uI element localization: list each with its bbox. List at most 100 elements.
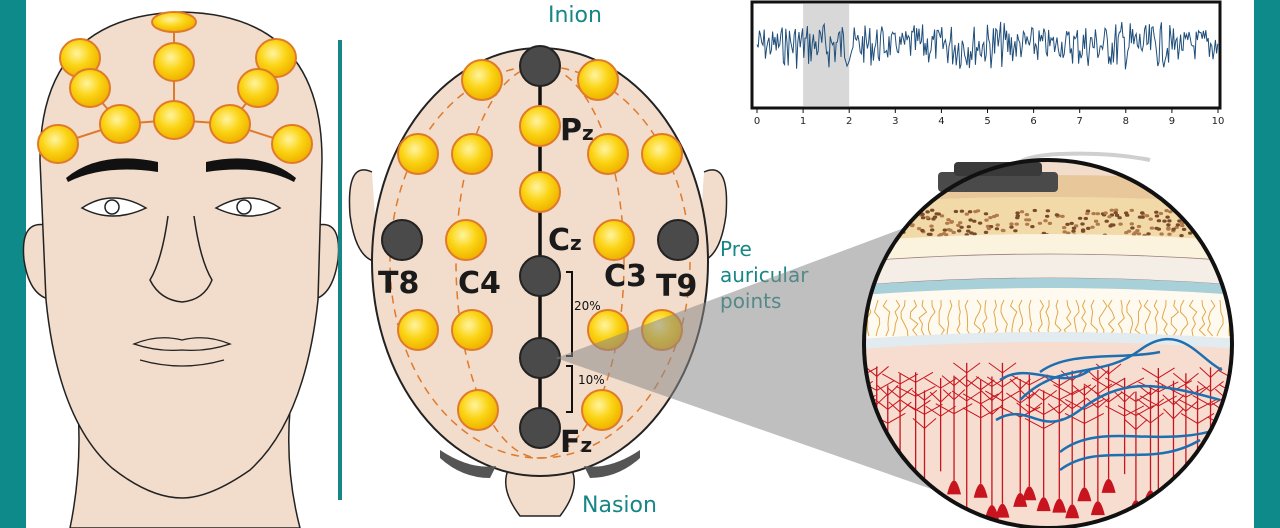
web-strand <box>1037 299 1045 337</box>
dendrite-branch <box>940 391 952 403</box>
dendrite-branch <box>1114 391 1125 403</box>
x-tick-label: 8 <box>1123 116 1129 127</box>
bone-speck <box>977 221 983 225</box>
bone-speck <box>1062 226 1067 230</box>
cz-label: Cz <box>548 223 582 258</box>
scalp-electrode <box>641 133 683 175</box>
bone-speck <box>886 213 891 218</box>
dendrite-branch <box>1236 398 1250 408</box>
bone-speck <box>930 228 935 232</box>
dendrite-branch <box>899 387 913 399</box>
bone-speck <box>1166 223 1171 227</box>
neuron-soma <box>1090 501 1105 516</box>
reference-electrode <box>519 407 561 449</box>
neuron-soma <box>1052 498 1067 513</box>
dendrite-branch <box>1185 386 1206 398</box>
bone-speck <box>1013 229 1018 233</box>
bone-speck <box>953 209 959 214</box>
bone-speck <box>889 220 894 224</box>
bone-speck <box>1015 211 1020 215</box>
bone-speck <box>1179 234 1184 238</box>
web-strand <box>1045 300 1050 337</box>
bone-speck <box>886 216 891 220</box>
dendrite-branch <box>1226 416 1232 428</box>
dendrite-branch <box>1018 388 1030 400</box>
web-strand <box>1000 299 1008 337</box>
dendrite-branch <box>912 417 925 429</box>
bone-speck <box>1095 212 1101 216</box>
bone-speck <box>1149 226 1155 230</box>
dendrite-branch <box>1178 399 1198 410</box>
dendrite-branch <box>954 376 968 388</box>
bone-speck <box>1166 227 1171 231</box>
bone-speck <box>1225 227 1230 231</box>
bone-speck <box>1205 214 1210 218</box>
bone-speck <box>951 230 956 235</box>
dendrite-branch <box>1185 372 1199 384</box>
bone-speck <box>910 223 915 227</box>
bone-speck <box>1077 216 1083 220</box>
bone-speck <box>967 210 973 214</box>
bone-speck <box>945 221 950 225</box>
dendrite-branch <box>1025 403 1044 415</box>
bone-speck <box>1140 211 1145 215</box>
pct-20-label: 20% <box>574 299 601 313</box>
bone-speck <box>1216 231 1221 235</box>
bone-speck <box>1154 214 1160 218</box>
bone-speck <box>874 218 879 222</box>
nasion-label: Nasion <box>582 493 657 518</box>
bone-speck <box>891 213 896 217</box>
dendrite-branch <box>953 389 966 401</box>
bone-speck <box>871 231 877 235</box>
dendrite-branch <box>962 407 981 419</box>
bone-speck <box>957 229 962 233</box>
dendrite-branch <box>1108 377 1126 389</box>
bone-speck <box>1131 232 1137 236</box>
web-strand <box>1117 299 1125 337</box>
bone-speck <box>1175 223 1181 227</box>
bone-speck <box>854 209 858 212</box>
dendrite-branch <box>1210 381 1224 392</box>
dendrite-branch <box>1108 391 1123 403</box>
dendrite-branch <box>1197 399 1217 410</box>
dendrite-branch <box>899 401 912 413</box>
bone-speck <box>1136 232 1142 236</box>
bone-speck <box>1107 215 1112 219</box>
dendrite-branch <box>924 417 937 429</box>
front-electrode <box>99 104 141 144</box>
dendrite-branch <box>1135 419 1148 430</box>
bone-speck <box>850 223 854 226</box>
dendrite-branch <box>924 377 941 389</box>
bone-speck <box>972 219 977 223</box>
bone-speck <box>901 211 906 215</box>
web-strand <box>1028 299 1036 337</box>
bone-speck <box>983 230 989 234</box>
inion-label: Inion <box>548 3 602 28</box>
dendrite-branch <box>895 385 916 397</box>
bone-speck <box>873 229 878 233</box>
front-electrode <box>209 104 251 144</box>
bone-speck <box>1228 223 1232 227</box>
dendrite-branch <box>1226 388 1232 400</box>
pct-10-label: 10% <box>578 373 605 387</box>
bone-speck <box>1045 214 1050 218</box>
bone-speck <box>972 232 977 236</box>
dendrite-branch <box>988 362 1003 374</box>
dendrite-branch <box>1097 369 1110 381</box>
bone-speck <box>1113 211 1118 215</box>
bone-speck <box>1210 227 1215 231</box>
scalp-electrode <box>519 171 561 213</box>
bone-speck <box>889 226 895 230</box>
dendrite-branch <box>953 375 967 387</box>
web-strand <box>928 299 936 337</box>
dendrite-branch <box>1197 381 1211 392</box>
bone-speck <box>871 231 876 235</box>
dendrite-branch <box>1197 413 1215 424</box>
dendrite-branch <box>1010 374 1030 386</box>
x-tick-label: 10 <box>1212 116 1225 127</box>
scalp-electrode <box>451 133 493 175</box>
bone-speck <box>1095 222 1101 226</box>
bone-speck <box>1167 219 1172 223</box>
bone-speck <box>1009 225 1014 229</box>
bone-speck <box>1239 225 1243 228</box>
